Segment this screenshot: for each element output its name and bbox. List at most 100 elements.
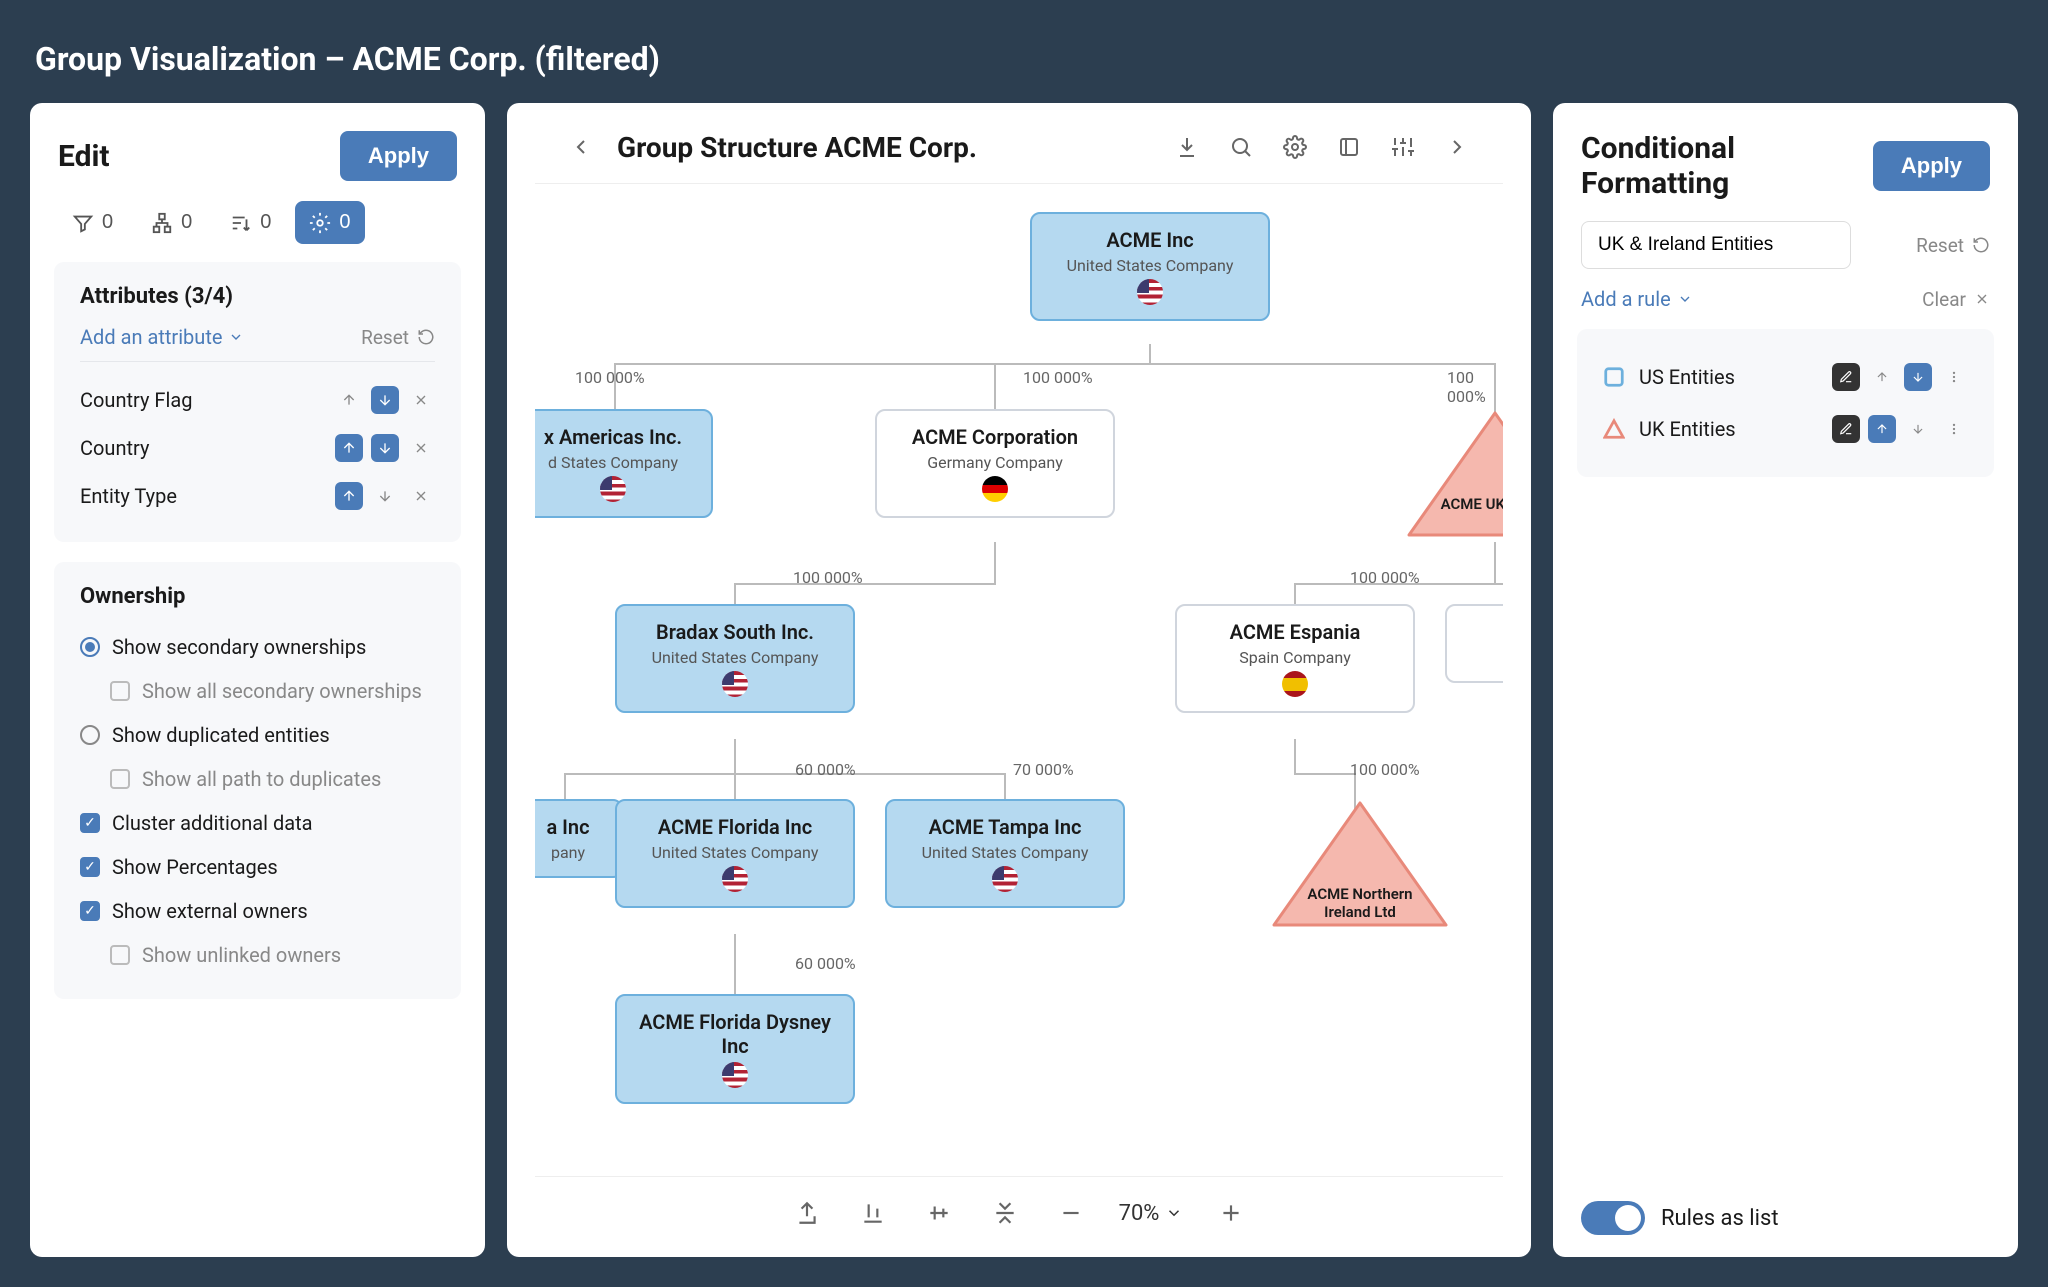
us-flag-icon [600,476,626,502]
org-node[interactable]: x Americas Inc. d States Company [535,409,713,518]
zoom-in-icon[interactable] [1213,1195,1249,1231]
gear-icon[interactable] [1277,129,1313,165]
org-node[interactable]: ACME Florida Inc United States Company [615,799,855,908]
rules-as-list-toggle[interactable] [1581,1201,1645,1235]
org-chart-canvas[interactable]: ACME UK Group ACME Northern Ireland Ltd … [535,184,1503,1176]
checkbox-icon[interactable] [110,769,130,789]
search-icon[interactable] [1223,129,1259,165]
ownership-option[interactable]: Show all path to duplicates [80,757,435,801]
move-up-icon[interactable] [335,434,363,462]
edit-rule-icon[interactable] [1832,363,1860,391]
back-icon[interactable] [563,129,599,165]
org-node[interactable]: Bradax South Inc. United States Company [615,604,855,713]
org-node[interactable]: ACME Inc United States Company [1030,212,1270,321]
radio-icon[interactable] [80,637,100,657]
move-down-icon[interactable] [371,386,399,414]
hierarchy-tool[interactable]: 0 [137,201,206,244]
conditional-formatting-panel: Conditional Formatting Apply Reset Add a… [1553,103,2018,1257]
org-node[interactable]: a Inc pany [535,799,623,878]
attribute-label: Entity Type [80,484,177,508]
move-up-icon[interactable] [335,386,363,414]
node-name: ACME Florida Dysney Inc [635,1010,835,1058]
cf-name-input[interactable] [1581,221,1851,269]
zoom-out-icon[interactable] [1053,1195,1089,1231]
org-node[interactable]: ACME Espania Spain Company [1175,604,1415,713]
forward-icon[interactable] [1439,129,1475,165]
attributes-reset[interactable]: Reset [361,326,435,349]
collapse-icon[interactable] [987,1195,1023,1231]
checkbox-icon[interactable]: ✓ [80,901,100,921]
ownership-option[interactable]: ✓ Cluster additional data [80,801,435,845]
add-attribute-link[interactable]: Add an attribute [80,325,244,349]
node-type: United States Company [652,648,819,667]
remove-icon[interactable] [407,434,435,462]
attribute-row: Country Flag [80,376,435,424]
option-label: Show all secondary ownerships [142,679,422,703]
settings-tool[interactable]: 0 [295,201,364,244]
attributes-section: Attributes (3/4) Add an attribute Reset … [54,262,461,542]
checkbox-icon[interactable] [110,681,130,701]
canvas-panel: Group Structure ACME Corp. [507,103,1531,1257]
rule-up-icon[interactable] [1868,415,1896,443]
cf-clear[interactable]: Clear [1922,288,1990,311]
align-bottom-icon[interactable] [855,1195,891,1231]
edit-rule-icon[interactable] [1832,415,1860,443]
us-flag-icon [722,671,748,697]
attributes-title: Attributes (3/4) [80,284,435,309]
ownership-option[interactable]: Show secondary ownerships [80,625,435,669]
org-node[interactable]: ACME Florida Dysney Inc [615,994,855,1104]
checkbox-icon[interactable]: ✓ [80,857,100,877]
remove-icon[interactable] [407,386,435,414]
sliders-icon[interactable] [1385,129,1421,165]
edge-percentage: 60 000% [795,954,856,973]
move-down-icon[interactable] [371,482,399,510]
rules-list: US Entities UK Entities [1577,329,1994,477]
align-center-icon[interactable] [921,1195,957,1231]
org-node[interactable]: ACME Corporation Germany Company [875,409,1115,518]
org-triangle-node[interactable]: ACME Northern Ireland Ltd [1270,799,1450,933]
rule-more-icon[interactable] [1940,415,1968,443]
option-label: Show Percentages [112,855,278,879]
ownership-option[interactable]: ✓Show external owners [80,889,435,933]
zoom-level[interactable]: 70% [1119,1201,1184,1226]
sort-tool[interactable]: 0 [216,201,285,244]
node-name: ACME Tampa Inc [929,815,1082,839]
page-title: Group Visualization – ACME Corp. (filter… [0,0,2048,103]
attribute-row: Country [80,424,435,472]
node-name: ACME Corporation [912,425,1078,449]
filter-tool[interactable]: 0 [58,201,127,244]
ownership-option[interactable]: Show unlinked owners [80,933,435,977]
option-label: Show unlinked owners [142,943,341,967]
rule-down-icon[interactable] [1904,415,1932,443]
node-type: pany [551,843,585,862]
expand-icon[interactable] [1331,129,1367,165]
cf-apply-button[interactable]: Apply [1873,141,1990,191]
us-flag-icon [1137,279,1163,305]
remove-icon[interactable] [407,482,435,510]
option-label: Show all path to duplicates [142,767,381,791]
edge-percentage: 100 000% [1447,368,1503,406]
cf-reset[interactable]: Reset [1916,234,1990,257]
node-name: x Americas Inc. [544,425,682,449]
option-label: Cluster additional data [112,811,313,835]
ownership-option[interactable]: Show all secondary ownerships [80,669,435,713]
move-up-icon[interactable] [335,482,363,510]
checkbox-icon[interactable] [110,945,130,965]
org-triangle-node[interactable]: ACME UK Group [1405,409,1503,543]
radio-icon[interactable] [80,725,100,745]
checkbox-icon[interactable]: ✓ [80,813,100,833]
add-rule-link[interactable]: Add a rule [1581,287,1693,311]
node-name: ACME Florida Inc [658,815,812,839]
ownership-option[interactable]: ✓ Show Percentages [80,845,435,889]
rule-down-icon[interactable] [1904,363,1932,391]
rule-up-icon[interactable] [1868,363,1896,391]
edge-percentage: 60 000% [795,760,856,779]
org-node[interactable]: ACME Ireland [1445,604,1503,683]
move-down-icon[interactable] [371,434,399,462]
rule-more-icon[interactable] [1940,363,1968,391]
download-icon[interactable] [1169,129,1205,165]
ownership-option[interactable]: Show duplicated entities [80,713,435,757]
edit-apply-button[interactable]: Apply [340,131,457,181]
org-node[interactable]: ACME Tampa Inc United States Company [885,799,1125,908]
export-icon[interactable] [789,1195,825,1231]
